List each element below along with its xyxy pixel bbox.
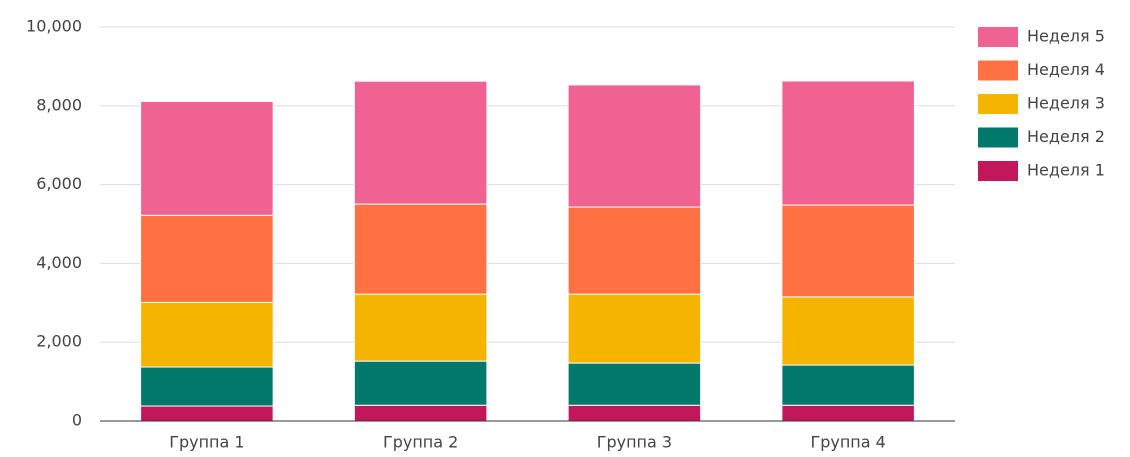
- bar-segment: [781, 296, 915, 366]
- bar-segment: [140, 405, 274, 422]
- y-tick-label: 4,000: [36, 253, 82, 272]
- bar-segment: [781, 364, 915, 406]
- x-tick-label: Группа 1: [169, 433, 244, 452]
- legend-swatch: [978, 161, 1018, 181]
- x-tick-label: Группа 2: [383, 433, 458, 452]
- legend-label: Неделя 3: [1027, 94, 1105, 113]
- bar-segment: [140, 366, 274, 407]
- y-tick-label: 8,000: [36, 95, 82, 114]
- legend-swatch: [978, 127, 1018, 148]
- bar-segment: [140, 214, 274, 303]
- bar-segment: [781, 80, 915, 206]
- legend-label: Неделя 5: [1027, 27, 1105, 46]
- bar-segment: [353, 404, 488, 422]
- legend-label: Неделя 2: [1027, 127, 1105, 146]
- y-tick-label: 10,000: [26, 17, 82, 36]
- y-tick-label: 6,000: [36, 174, 82, 193]
- bar-segment: [781, 204, 915, 298]
- bar-segment: [353, 360, 488, 406]
- bar-segment: [353, 293, 488, 362]
- bar-segment: [140, 301, 274, 368]
- x-tick-label: Группа 3: [597, 433, 672, 452]
- bar-segment: [567, 404, 702, 422]
- x-tick-label: Группа 4: [810, 433, 885, 452]
- legend-swatch: [978, 27, 1018, 47]
- bar-segment: [140, 100, 274, 216]
- bar-segment: [567, 206, 702, 295]
- bar-segment: [567, 293, 702, 364]
- legend-label: Неделя 1: [1027, 161, 1105, 180]
- y-tick-label: 2,000: [36, 332, 82, 351]
- legend-swatch: [978, 60, 1018, 81]
- bar-segment: [567, 84, 702, 208]
- legend-label: Неделя 4: [1027, 60, 1105, 79]
- bar-segment: [781, 404, 915, 422]
- bar-segment: [567, 362, 702, 406]
- bar-segment: [353, 203, 488, 295]
- y-tick-label: 0: [72, 411, 82, 430]
- bar-segment: [353, 80, 488, 205]
- legend-swatch: [978, 94, 1018, 114]
